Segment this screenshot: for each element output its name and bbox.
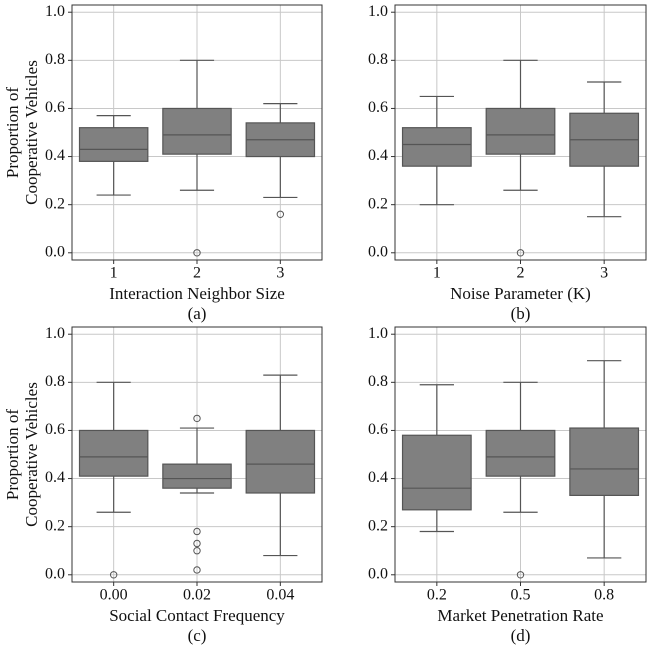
y-tick-label: 0.6	[368, 99, 388, 116]
box	[162, 463, 232, 489]
y-tick-label: 0.4	[368, 147, 388, 164]
y-tick-label: 0.0	[45, 243, 65, 260]
caption: (c)	[188, 626, 207, 645]
caption: (a)	[188, 304, 207, 323]
y-tick-label: 0.6	[368, 421, 388, 438]
y-axis-label: Cooperative Vehicles	[22, 60, 41, 205]
plot-frame	[71, 326, 323, 583]
outlier	[193, 566, 201, 574]
x-tick-label: 0.2	[427, 587, 447, 604]
box	[78, 127, 149, 162]
plot-frame	[71, 4, 323, 261]
x-tick-label: 1	[433, 265, 441, 282]
x-tick-label: 0.8	[594, 587, 614, 604]
y-tick-label: 0.2	[45, 517, 65, 534]
y-tick-label: 1.0	[45, 3, 65, 20]
x-tick-label: 2	[193, 265, 201, 282]
plot-frame	[394, 4, 647, 261]
y-tick-label: 0.4	[45, 469, 65, 486]
y-tick-label: 0.8	[45, 51, 65, 68]
x-tick-label: 0.00	[100, 587, 128, 604]
y-tick-label: 0.0	[368, 243, 388, 260]
y-tick-label: 1.0	[368, 3, 388, 20]
y-tick-label: 0.2	[368, 517, 388, 534]
y-axis-label: Proportion of	[3, 87, 22, 178]
y-tick-label: 0.0	[368, 565, 388, 582]
y-tick-label: 1.0	[368, 325, 388, 342]
box	[401, 127, 472, 167]
y-tick-label: 0.0	[45, 565, 65, 582]
y-axis-label: Cooperative Vehicles	[22, 382, 41, 527]
y-axis-label: Proportion of	[3, 409, 22, 500]
x-tick-label: 3	[276, 265, 284, 282]
outlier	[193, 547, 201, 555]
y-tick-label: 0.2	[45, 195, 65, 212]
x-tick-label: 1	[110, 265, 118, 282]
x-axis-label: Market Penetration Rate	[437, 606, 603, 625]
outlier	[516, 249, 525, 257]
outlier	[516, 571, 525, 579]
box	[162, 107, 232, 155]
outlier	[193, 249, 201, 257]
y-tick-label: 0.8	[45, 373, 65, 390]
plot-frame	[394, 326, 647, 583]
outlier	[109, 571, 118, 579]
y-tick-label: 0.4	[45, 147, 65, 164]
outlier	[276, 210, 285, 218]
x-tick-label: 0.02	[183, 587, 211, 604]
y-tick-label: 1.0	[45, 325, 65, 342]
y-tick-label: 0.4	[368, 469, 388, 486]
x-tick-label: 0.5	[511, 587, 531, 604]
x-tick-label: 3	[600, 265, 608, 282]
y-tick-label: 0.6	[45, 99, 65, 116]
outlier	[193, 414, 201, 423]
box	[245, 429, 316, 494]
x-tick-label: 2	[517, 265, 525, 282]
y-tick-label: 0.8	[368, 373, 388, 390]
y-tick-label: 0.2	[368, 195, 388, 212]
box	[78, 429, 149, 477]
y-tick-label: 0.6	[45, 421, 65, 438]
outlier	[193, 527, 201, 536]
box	[401, 434, 472, 511]
x-axis-label: Interaction Neighbor Size	[109, 284, 285, 303]
box	[569, 427, 640, 496]
box	[485, 107, 556, 155]
box	[485, 429, 556, 477]
caption: (b)	[511, 304, 531, 323]
y-tick-label: 0.8	[368, 51, 388, 68]
outlier	[193, 539, 201, 548]
x-axis-label: Noise Parameter (K)	[450, 284, 591, 303]
caption: (d)	[511, 626, 531, 645]
x-tick-label: 0.04	[266, 587, 294, 604]
x-axis-label: Social Contact Frequency	[109, 606, 285, 625]
